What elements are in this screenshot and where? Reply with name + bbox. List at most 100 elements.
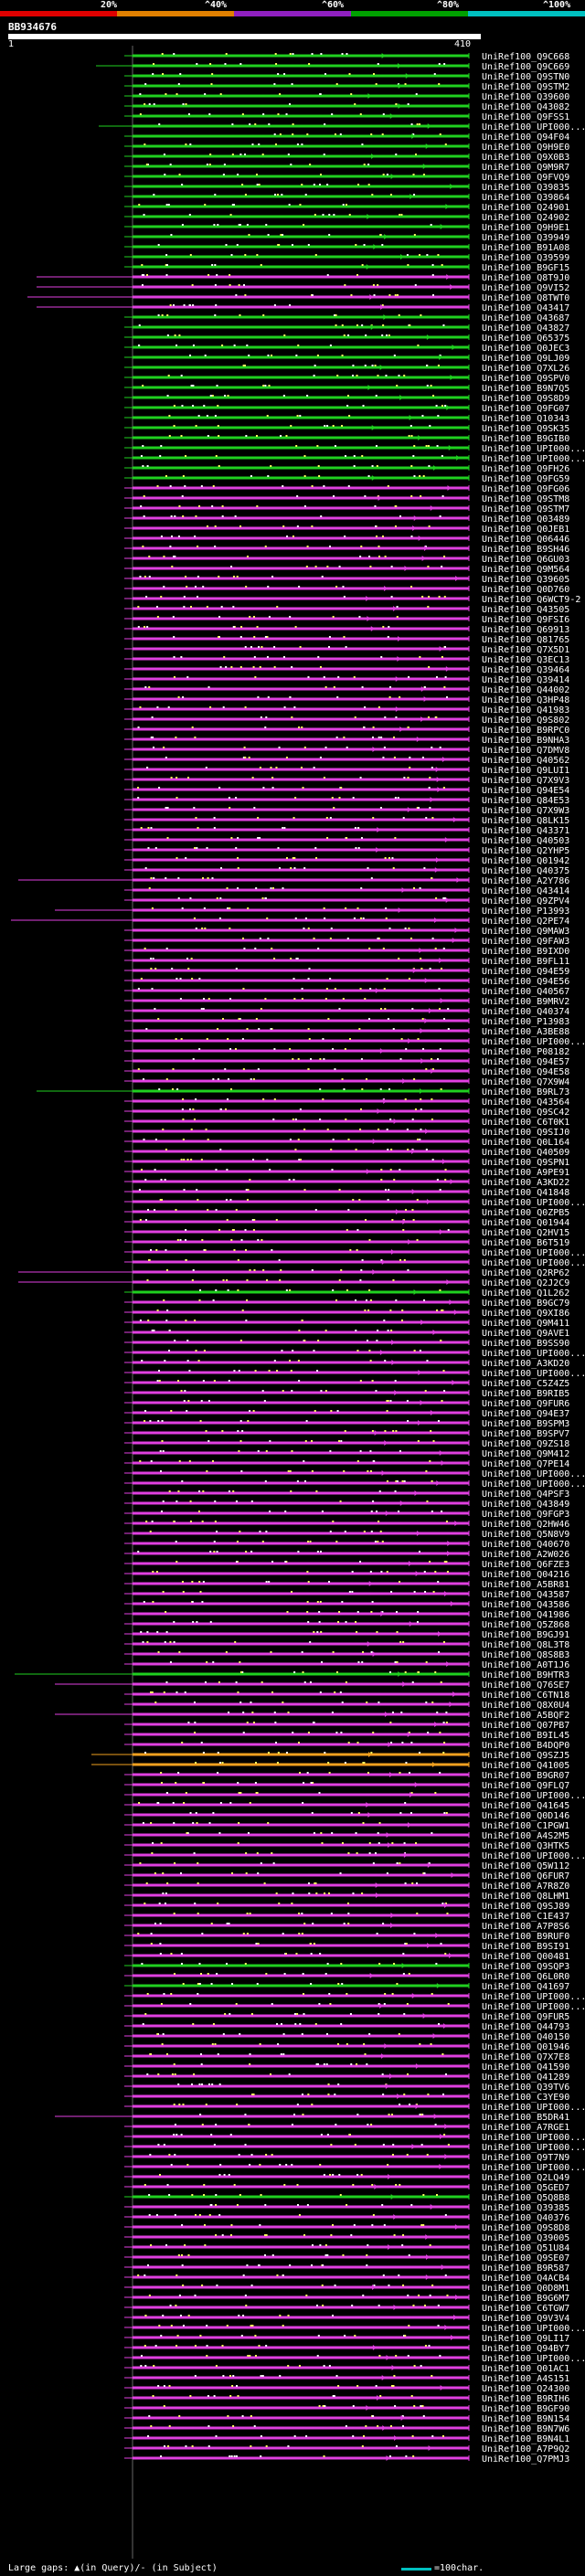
hit-label[interactable]: UniRef100_B9GJ91: [482, 1630, 569, 1640]
hit-row[interactable]: UniRef100_Q7PMJ3: [124, 2454, 569, 2465]
hit-row[interactable]: UniRef100_Q43414: [124, 886, 569, 896]
hit-label[interactable]: UniRef100_A9PE91: [482, 1168, 569, 1178]
hit-label[interactable]: UniRef100_Q43082: [482, 102, 569, 112]
hit-label[interactable]: UniRef100_B91A08: [482, 243, 569, 253]
hit-label[interactable]: UniRef100_Q4PSF3: [482, 1489, 569, 1500]
hit-label[interactable]: UniRef100_B9GF15: [482, 263, 569, 273]
hit-label[interactable]: UniRef100_Q04216: [482, 1570, 569, 1580]
hit-label[interactable]: UniRef100_Q0ZPB5: [482, 1208, 569, 1218]
hit-row[interactable]: UniRef100_Q06446: [124, 535, 569, 545]
hit-label[interactable]: UniRef100_Q9FGP3: [482, 1510, 569, 1520]
hit-row[interactable]: UniRef100_A3BE88: [124, 1027, 569, 1037]
hit-row[interactable]: UniRef100_Q39605: [124, 575, 569, 585]
hit-row[interactable]: UniRef100_B9SPV7: [124, 1429, 569, 1439]
hit-row[interactable]: UniRef100_Q43827: [124, 323, 569, 334]
hit-label[interactable]: UniRef100_B9NHA3: [482, 736, 569, 746]
hit-row[interactable]: UniRef100_Q76SE7: [55, 1680, 569, 1691]
hit-row[interactable]: UniRef100_P13983: [124, 1017, 569, 1027]
hit-label[interactable]: UniRef100_Q7X9V3: [482, 776, 569, 786]
hit-row[interactable]: UniRef100_Q40374: [124, 1007, 569, 1017]
hit-label[interactable]: UniRef100_B9SPV7: [482, 1429, 569, 1439]
hit-label[interactable]: UniRef100_Q41289: [482, 2072, 569, 2083]
hit-row[interactable]: UniRef100_Q01942: [124, 856, 569, 866]
hit-row[interactable]: UniRef100_B9RIH6: [124, 2394, 569, 2404]
hit-row[interactable]: UniRef100_Q9STM7: [124, 504, 569, 514]
hit-label[interactable]: UniRef100_Q41986: [482, 1610, 569, 1620]
hit-row[interactable]: UniRef100_Q0JEB1: [124, 525, 569, 535]
hit-label[interactable]: UniRef100_Q9XI86: [482, 1309, 569, 1319]
hit-row[interactable]: UniRef100_C1E437: [124, 1912, 569, 1922]
hit-row[interactable]: UniRef100_Q9FH26: [124, 464, 569, 474]
hit-row[interactable]: UniRef100_Q8TWT0: [27, 293, 569, 303]
hit-row[interactable]: UniRef100_Q9M564: [124, 565, 569, 575]
hit-row[interactable]: UniRef100_UPI000...: [124, 2354, 585, 2364]
hit-label[interactable]: UniRef100_Q1L262: [482, 1288, 569, 1299]
hit-label[interactable]: UniRef100_Q6FUR7: [482, 1871, 569, 1882]
hit-row[interactable]: UniRef100_B9RUF0: [124, 1932, 569, 1942]
hit-label[interactable]: UniRef100_Q9SIJ0: [482, 1128, 569, 1138]
hit-row[interactable]: UniRef100_Q44002: [124, 685, 569, 695]
hit-row[interactable]: UniRef100_Q40509: [124, 1148, 569, 1158]
hit-row[interactable]: UniRef100_Q6FUR7: [124, 1871, 569, 1882]
hit-label[interactable]: UniRef100_Q43371: [482, 826, 569, 836]
hit-label[interactable]: UniRef100_Q41645: [482, 1801, 569, 1811]
hit-row[interactable]: UniRef100_A4S151: [124, 2374, 569, 2384]
hit-label[interactable]: UniRef100_Q9FG07: [482, 404, 569, 414]
hit-label[interactable]: UniRef100_B9IXD0: [482, 947, 569, 957]
hit-label[interactable]: UniRef100_A4S2M5: [482, 1831, 569, 1841]
hit-label[interactable]: UniRef100_Q0D8M1: [482, 2284, 569, 2294]
hit-label[interactable]: UniRef100_Q9S802: [482, 716, 569, 726]
hit-label[interactable]: UniRef100_A0T1J6: [482, 1660, 569, 1670]
hit-row[interactable]: UniRef100_Q9T7N9: [124, 2153, 569, 2163]
hit-row[interactable]: UniRef100_B9RPC0: [124, 726, 569, 736]
hit-label[interactable]: UniRef100_Q9C668: [482, 52, 569, 62]
hit-label[interactable]: UniRef100_Q7PE14: [482, 1459, 569, 1469]
hit-label[interactable]: UniRef100_Q9H9E0: [482, 143, 569, 153]
hit-label[interactable]: UniRef100_B9SPM3: [482, 1419, 569, 1429]
hit-label[interactable]: UniRef100_Q41590: [482, 2062, 569, 2072]
hit-label[interactable]: UniRef100_Q43564: [482, 1097, 569, 1108]
hit-label[interactable]: UniRef100_B9R587: [482, 2263, 569, 2274]
hit-label[interactable]: UniRef100_Q2PE74: [482, 917, 569, 927]
hit-label[interactable]: UniRef100_Q3HTK5: [482, 1841, 569, 1851]
hit-row[interactable]: UniRef100_Q39TV6: [124, 2083, 569, 2093]
hit-row[interactable]: UniRef100_Q7X7E8: [124, 2052, 569, 2062]
hit-row[interactable]: UniRef100_A3KD22: [124, 1178, 569, 1188]
hit-row[interactable]: UniRef100_Q94BY7: [124, 2344, 569, 2354]
hit-row[interactable]: UniRef100_Q0D760: [124, 585, 569, 595]
hit-label[interactable]: UniRef100_UPI000...: [482, 1992, 585, 2002]
hit-row[interactable]: UniRef100_Q9S8D8: [124, 2223, 569, 2233]
hit-label[interactable]: UniRef100_Q8LHM1: [482, 1892, 569, 1902]
hit-label[interactable]: UniRef100_B9N7W6: [482, 2424, 569, 2434]
hit-label[interactable]: UniRef100_Q39464: [482, 665, 569, 675]
hit-label[interactable]: UniRef100_Q9SQP3: [482, 1962, 569, 1972]
hit-row[interactable]: UniRef100_C5Z4Z5: [124, 1379, 569, 1389]
hit-label[interactable]: UniRef100_Q10343: [482, 414, 569, 424]
hit-row[interactable]: UniRef100_Q51U84: [124, 2243, 569, 2253]
hit-label[interactable]: UniRef100_UPI000...: [482, 1851, 585, 1861]
hit-label[interactable]: UniRef100_Q51U84: [482, 2243, 569, 2253]
hit-label[interactable]: UniRef100_B9FL11: [482, 957, 569, 967]
hit-row[interactable]: UniRef100_Q9FSI6: [124, 615, 569, 625]
hit-row[interactable]: UniRef100_Q10343: [124, 414, 569, 424]
hit-row[interactable]: UniRef100_Q03489: [124, 514, 569, 525]
hit-label[interactable]: UniRef100_Q01AC1: [482, 2364, 569, 2374]
hit-label[interactable]: UniRef100_Q9C669: [482, 62, 569, 72]
hit-row[interactable]: UniRef100_Q43417: [37, 303, 569, 313]
hit-label[interactable]: UniRef100_Q39600: [482, 92, 569, 102]
hit-row[interactable]: UniRef100_Q39385: [124, 2203, 569, 2213]
hit-label[interactable]: UniRef100_Q9H9E1: [482, 223, 569, 233]
hit-label[interactable]: UniRef100_Q9SPN1: [482, 1158, 569, 1168]
hit-row[interactable]: UniRef100_Q9STN0: [124, 72, 569, 82]
hit-label[interactable]: UniRef100_Q2HW46: [482, 1520, 569, 1530]
hit-label[interactable]: UniRef100_Q5GED7: [482, 2183, 569, 2193]
hit-row[interactable]: UniRef100_Q2PE74: [11, 917, 569, 927]
hit-label[interactable]: UniRef100_Q39864: [482, 193, 569, 203]
hit-row[interactable]: UniRef100_Q9SZJ5: [91, 1751, 569, 1761]
hit-label[interactable]: UniRef100_UPI000...: [482, 1369, 585, 1379]
hit-row[interactable]: UniRef100_A7R8Z0: [124, 1882, 569, 1892]
hit-row[interactable]: UniRef100_Q40670: [124, 1540, 569, 1550]
hit-label[interactable]: UniRef100_Q94F04: [482, 133, 569, 143]
hit-label[interactable]: UniRef100_UPI000...: [482, 1479, 585, 1489]
hit-row[interactable]: UniRef100_Q9M9R7: [124, 163, 569, 173]
